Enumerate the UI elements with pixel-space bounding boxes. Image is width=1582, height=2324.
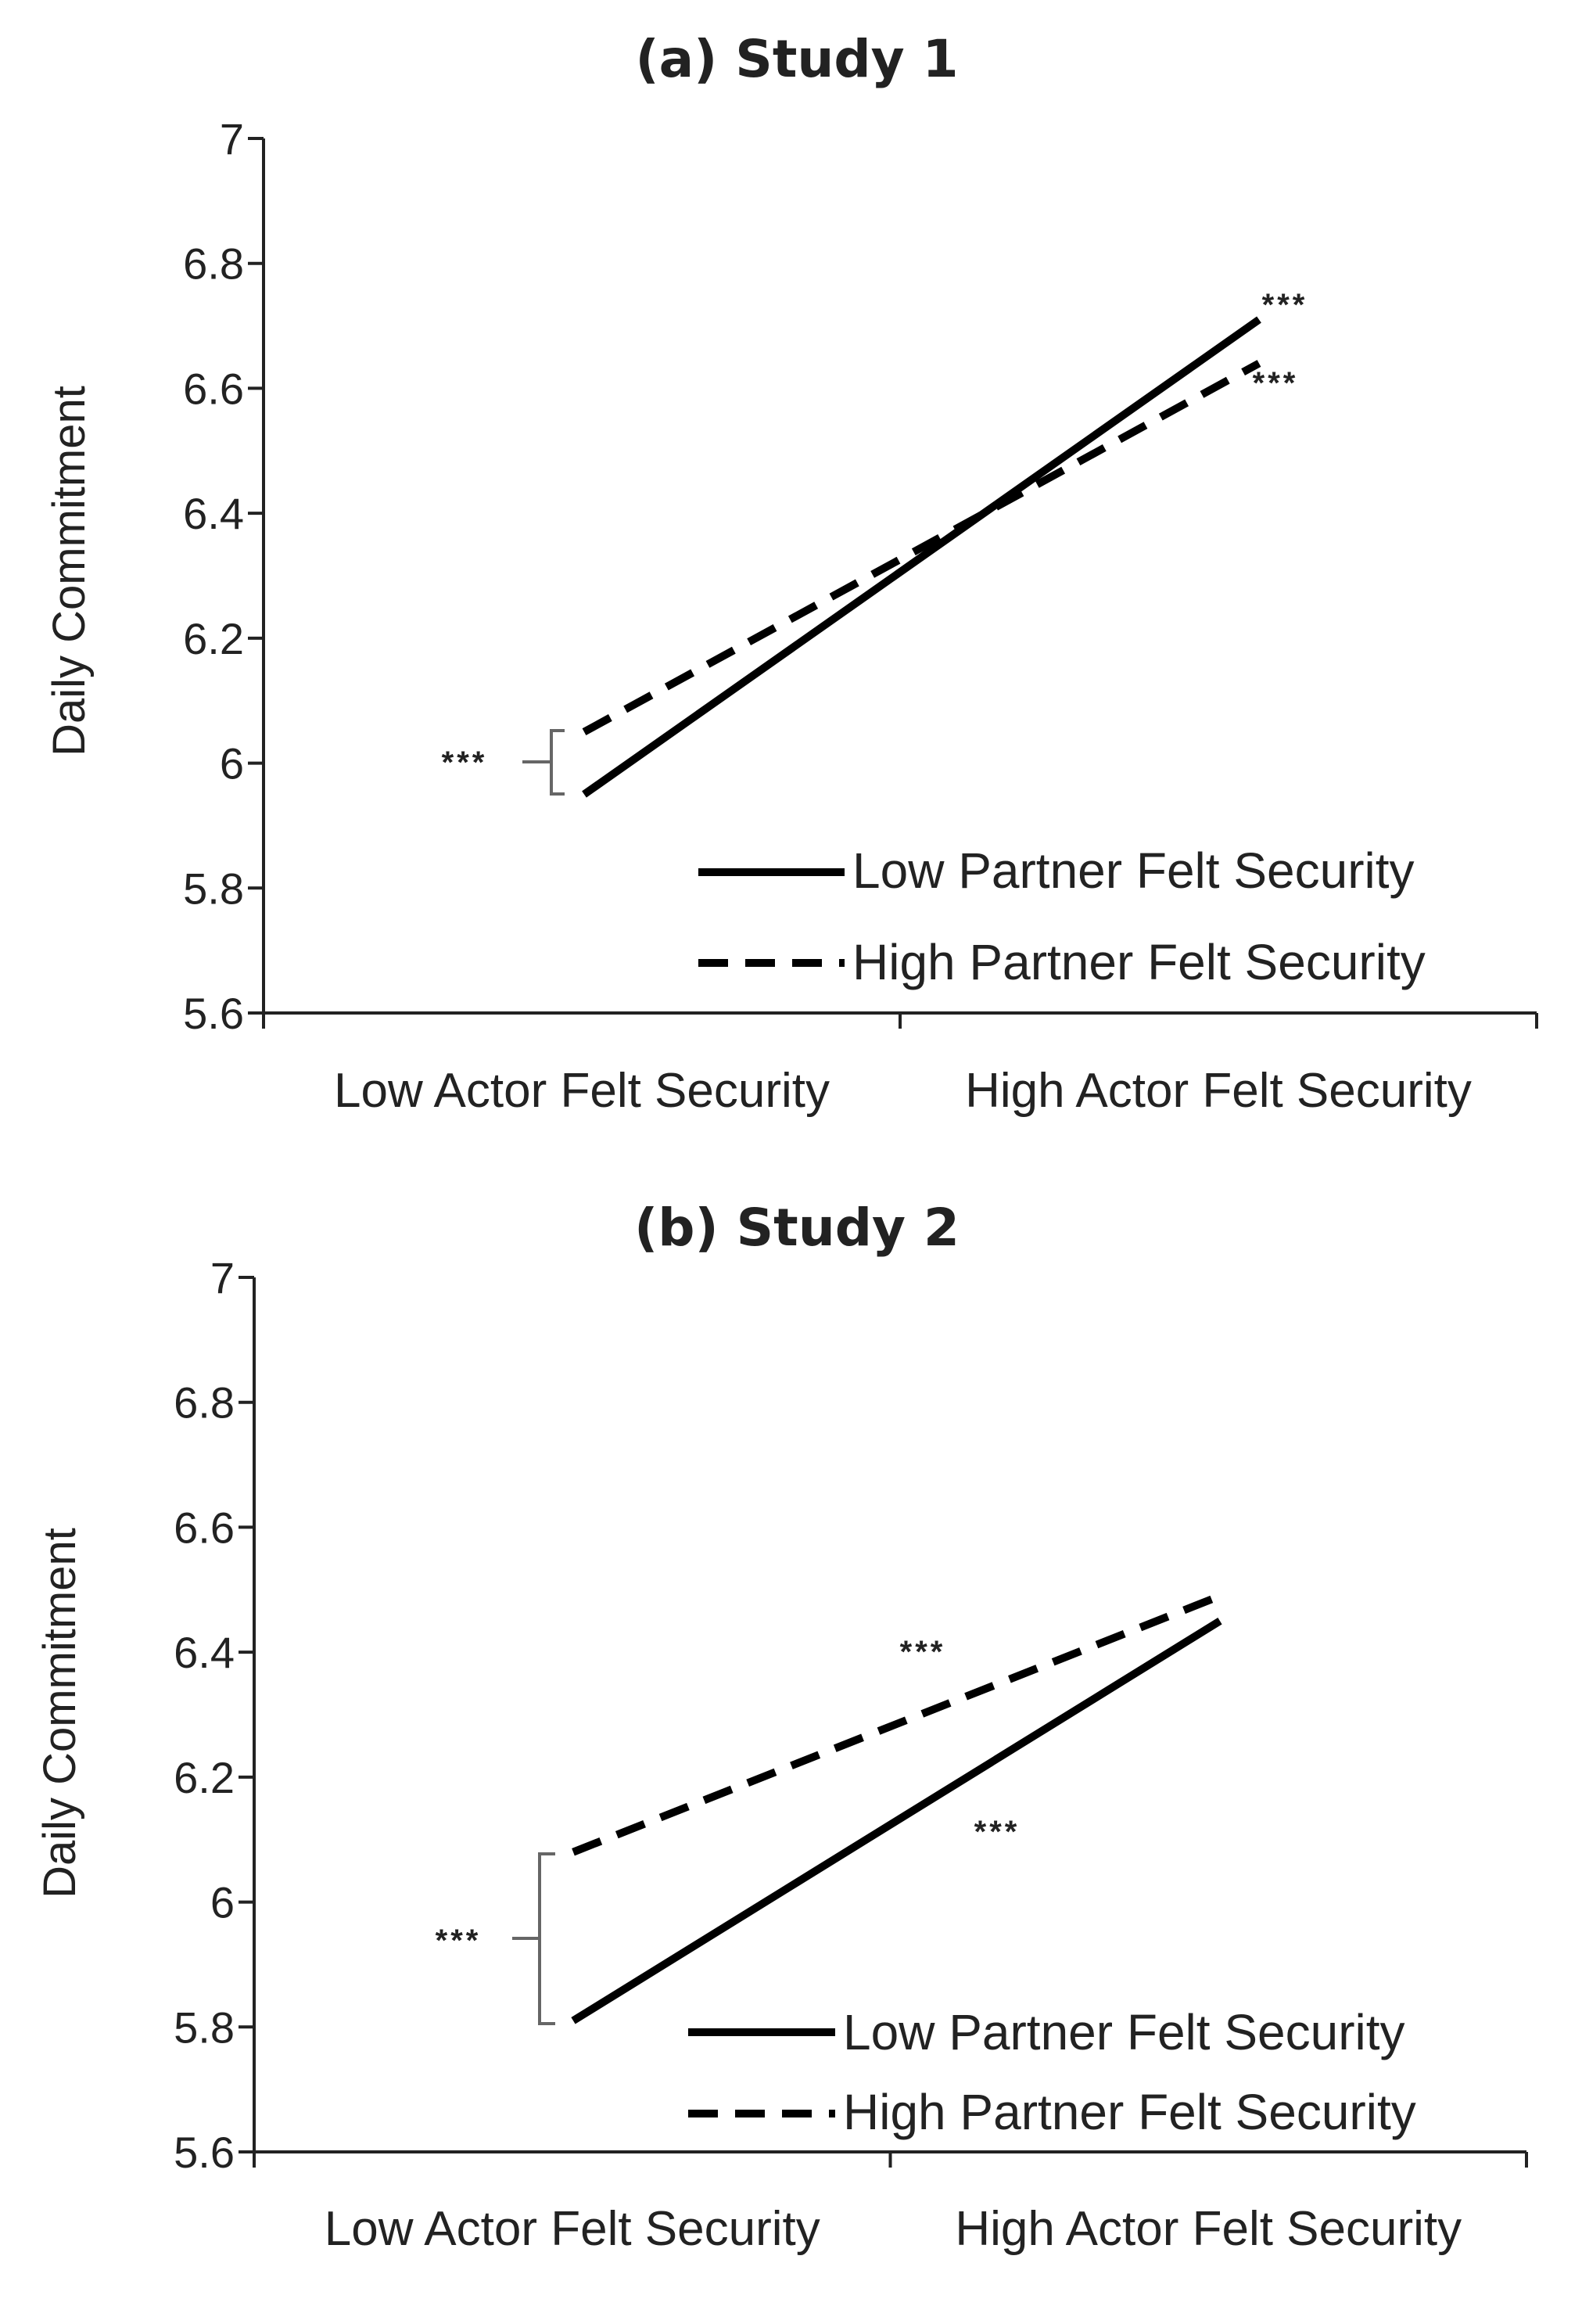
bracket <box>550 729 565 796</box>
axes <box>239 1276 1528 2168</box>
significance-label: *** <box>900 1635 946 1669</box>
significance-label: *** <box>442 745 488 780</box>
y-tick-label: 6.2 <box>174 1753 235 1802</box>
x-category-labels: Low Actor Felt Security High Actor Felt S… <box>325 2202 1462 2256</box>
chart-title: (b) Study 2 <box>634 1198 960 1258</box>
y-tick-label: 6.2 <box>183 614 244 663</box>
x-tick-label: High Actor Felt Security <box>955 2202 1462 2256</box>
chart-panel-study-2: (b) Study 2 Daily Commitment 5.6 5.8 6 6.2 6… <box>34 1198 1528 2256</box>
y-tick-label: 7 <box>210 1253 235 1302</box>
y-tick-label: 5.6 <box>183 989 244 1038</box>
x-category-labels: Low Actor Felt Security High Actor Felt S… <box>334 1064 1472 1118</box>
series-line-high-partner <box>572 1592 1221 1856</box>
y-tick-label: 6.4 <box>174 1628 235 1677</box>
y-tick-labels: 5.6 5.8 6 6.2 6.4 6.6 6.8 7 <box>183 114 244 1038</box>
y-tick-label: 6.6 <box>174 1503 235 1552</box>
y-tick-label: 6 <box>220 739 244 788</box>
significance-label: *** <box>1262 288 1308 322</box>
y-tick-label: 6.4 <box>183 489 244 538</box>
legend-label: High Partner Felt Security <box>852 934 1426 990</box>
legend-label: Low Partner Felt Security <box>852 842 1415 899</box>
bracket <box>538 1852 555 2025</box>
y-tick-label: 6 <box>210 1878 235 1927</box>
significance-label: *** <box>436 1923 482 1958</box>
y-tick-label: 5.8 <box>183 864 244 913</box>
y-tick-labels: 5.6 5.8 6 6.2 6.4 6.6 6.8 7 <box>174 1253 235 2177</box>
axes <box>248 137 1538 1029</box>
significance-annotations: *** *** *** <box>442 288 1308 796</box>
chart-title: (a) Study 1 <box>635 29 958 89</box>
significance-label: *** <box>1253 366 1299 401</box>
series-line-low-partner <box>571 1617 1222 2024</box>
series-line-high-partner <box>582 360 1261 736</box>
x-tick-label: Low Actor Felt Security <box>325 2202 820 2256</box>
y-tick-label: 6.8 <box>183 239 244 289</box>
series-lines <box>582 316 1261 798</box>
y-tick-label: 5.6 <box>174 2128 235 2177</box>
legend-label: High Partner Felt Security <box>843 2084 1416 2140</box>
y-axis-label: Daily Commitment <box>44 386 95 756</box>
y-tick-label: 5.8 <box>174 2003 235 2052</box>
series-lines <box>571 1592 1222 2024</box>
legend: Low Partner Felt Security High Partner F… <box>698 842 1426 990</box>
significance-label: *** <box>974 1815 1021 1849</box>
y-axis-label: Daily Commitment <box>34 1528 85 1898</box>
x-tick-label: High Actor Felt Security <box>965 1064 1472 1118</box>
series-line-low-partner <box>582 316 1261 798</box>
legend: Low Partner Felt Security High Partner F… <box>688 2004 1416 2140</box>
chart-panel-study-1: (a) Study 1 Daily Commitment 5.6 5.8 6 6.2 6… <box>44 29 1538 1118</box>
significance-annotations: *** *** *** <box>436 1635 1021 2025</box>
y-tick-label: 6.6 <box>183 364 244 413</box>
y-tick-label: 6.8 <box>174 1378 235 1428</box>
x-tick-label: Low Actor Felt Security <box>334 1064 830 1118</box>
legend-label: Low Partner Felt Security <box>843 2004 1405 2060</box>
y-tick-label: 7 <box>220 114 244 163</box>
